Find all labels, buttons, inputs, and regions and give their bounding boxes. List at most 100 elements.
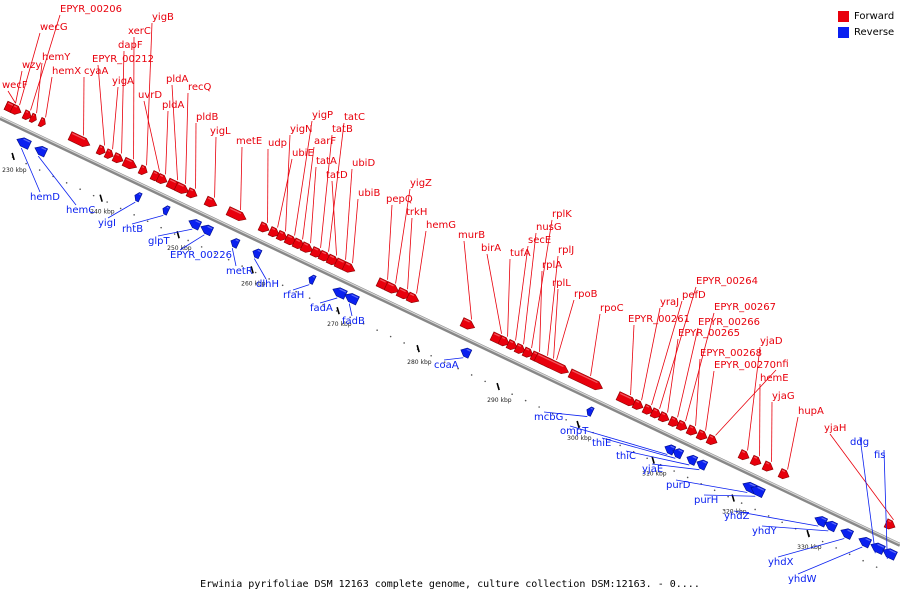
forward-leader-line — [331, 180, 337, 256]
forward-gene-plda-13 — [155, 173, 168, 184]
forward-leader-line — [328, 122, 345, 252]
tick-label-230-kbp: 230 kbp — [2, 167, 27, 174]
reverse-gene-rfah-8 — [308, 274, 317, 285]
forward-gene-hupa-58 — [777, 468, 790, 480]
reverse-leader-line — [569, 425, 668, 455]
forward-gene-label-epyr-00206: EPYR_00206 — [60, 4, 122, 15]
reverse-leader-line — [131, 215, 164, 225]
reverse-gene-label-thic: thiC — [616, 451, 636, 462]
forward-gene-heme-56 — [749, 454, 762, 466]
reverse-leader-line — [543, 411, 588, 417]
forward-gene-label-yraj: yraJ — [660, 297, 679, 308]
forward-leader-line — [395, 188, 411, 284]
reverse-gene-hemd-0 — [16, 137, 32, 150]
reverse-gene-label-ompt: ompT — [560, 426, 589, 437]
forward-leader-line — [463, 240, 472, 320]
forward-gene-ubie-20 — [267, 226, 280, 238]
ruler-dot — [119, 207, 122, 210]
forward-leader-line — [387, 204, 393, 280]
ruler-dot — [173, 233, 176, 235]
forward-gene-label-rpll: rplL — [552, 278, 571, 289]
reverse-gene-label-fada: fadA — [310, 303, 333, 314]
tick-label-320-kbp: 320 kbp — [722, 509, 747, 516]
ruler-dot — [281, 284, 284, 287]
tick-label-250-kbp: 250 kbp — [167, 245, 192, 252]
forward-gene-label-yigb: yigB — [152, 12, 174, 23]
forward-gene-label-yjah: yjaH — [824, 423, 846, 434]
forward-leader-line — [705, 370, 715, 431]
ruler-dot — [713, 489, 716, 492]
forward-gene-label-rpoc: rpoC — [600, 303, 624, 314]
forward-leader-line — [112, 86, 119, 150]
forward-gene-label-yigl: yigL — [210, 126, 231, 137]
reverse-gene-fada-9 — [332, 287, 348, 300]
forward-gene-label-plda: pldA — [166, 74, 188, 85]
forward-gene-label-yigz: yigZ — [410, 178, 432, 189]
forward-gene-hemg-33 — [405, 291, 420, 304]
reverse-gene-label-mcbg: mcbG — [534, 412, 563, 423]
reverse-gene-label-glpt: glpT — [148, 236, 170, 247]
forward-leader-line — [19, 32, 41, 106]
ruler-dot — [106, 201, 108, 203]
reverse-leader-line — [37, 155, 77, 206]
forward-leader-line — [659, 286, 697, 409]
ruler-dot — [835, 547, 837, 549]
ruler-dot — [403, 342, 405, 344]
ruler-dot — [160, 226, 162, 229]
reverse-leader-line — [703, 494, 756, 497]
forward-leader-line — [651, 300, 683, 406]
ruler-dot — [227, 258, 230, 261]
forward-leader-line — [641, 307, 661, 401]
reverse-gene-label-coaa: coaA — [434, 360, 459, 371]
reverse-gene-metr-6 — [230, 238, 241, 249]
reverse-leader-line — [883, 449, 888, 559]
ruler-dot — [875, 566, 878, 568]
forward-leader-line — [171, 84, 178, 181]
tick-mark — [336, 306, 340, 315]
reverse-leader-line — [319, 297, 338, 304]
reverse-gene-coaa-11 — [460, 347, 473, 359]
legend-forward: Forward — [838, 8, 894, 24]
reverse-gene-label-yjae: yjaE — [642, 464, 663, 475]
ruler-dot — [646, 457, 648, 460]
ruler-dot — [187, 239, 189, 242]
forward-gene-label-wzy: wzy — [22, 60, 41, 71]
forward-gene-epyr-00270-53 — [695, 429, 708, 441]
forward-gene-wecg-2 — [9, 103, 22, 115]
ruler-dot — [376, 329, 378, 331]
reverse-gene-label-ddg: ddg — [850, 437, 869, 448]
forward-gene-yraj-46 — [631, 398, 644, 410]
reverse-gene-label-yhdw: yhdW — [788, 574, 817, 585]
ruler-dot — [538, 406, 540, 408]
forward-gene-label-tatc: tatC — [344, 112, 365, 123]
ruler-dot — [821, 540, 824, 543]
ruler-dot — [862, 559, 864, 562]
forward-gene-label-ubid: ubiD — [352, 158, 375, 169]
forward-gene-pefd-47 — [641, 403, 654, 415]
reverse-leader-line — [675, 479, 748, 493]
reverse-gene-yhdw-22 — [858, 536, 873, 549]
reverse-gene-mcbg-12 — [586, 406, 595, 417]
legend-forward-label: Forward — [854, 10, 895, 22]
tick-label-270-kbp: 270 kbp — [327, 321, 352, 328]
reverse-gene-dlhh-7 — [252, 248, 263, 260]
forward-leader-line — [146, 22, 153, 166]
reverse-gene-glpt-4 — [188, 219, 203, 231]
reverse-swatch — [838, 26, 849, 38]
ruler-dot — [565, 419, 567, 421]
forward-gene-label-ubie: ubiE — [292, 148, 314, 159]
forward-gene-tata-24 — [299, 241, 314, 253]
ruler-dot — [241, 265, 243, 267]
forward-gene-label-epyr-00267: EPYR_00267 — [714, 302, 776, 313]
ruler-dot — [511, 393, 513, 395]
forward-gene-label-yjag: yjaG — [772, 391, 795, 402]
forward-leader-line — [240, 146, 243, 211]
forward-gene-label-yigp: yigP — [312, 110, 333, 121]
ruler-dot — [254, 271, 257, 274]
reverse-leader-line — [231, 248, 237, 267]
ruler-dot — [619, 444, 621, 447]
forward-leader-line — [30, 14, 61, 111]
forward-gene-label-nfi: nfi — [776, 359, 789, 370]
ruler-dot — [740, 502, 743, 504]
forward-gene-hemy-4 — [28, 112, 37, 123]
